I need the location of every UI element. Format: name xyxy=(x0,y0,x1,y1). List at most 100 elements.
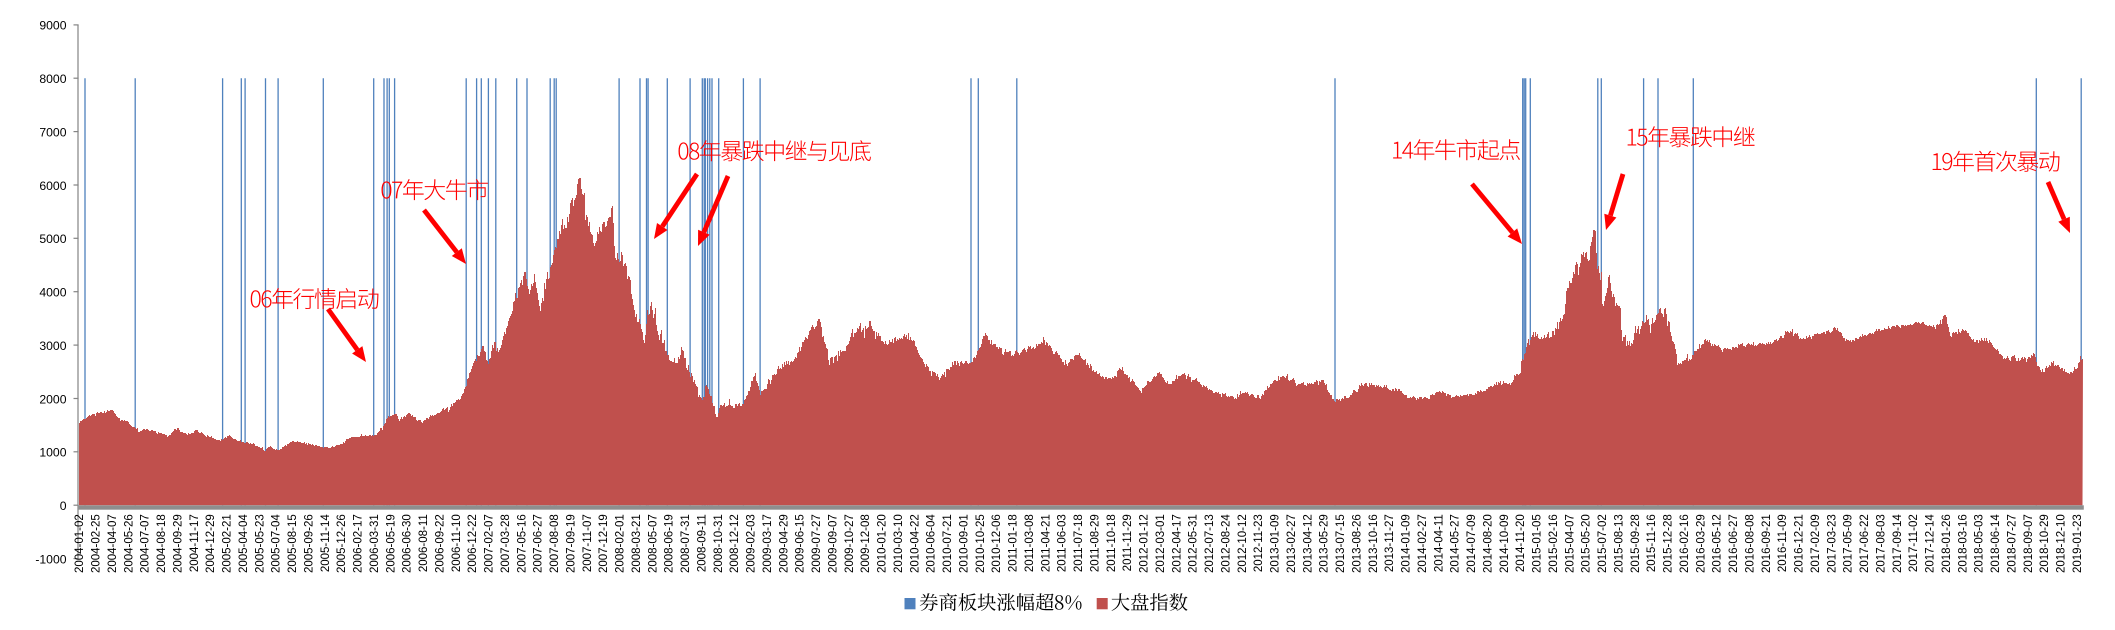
svg-text:2016-02-16: 2016-02-16 xyxy=(1679,514,1691,573)
svg-text:2015-12-28: 2015-12-28 xyxy=(1663,514,1675,573)
svg-text:2011-08-29: 2011-08-29 xyxy=(1089,514,1101,572)
svg-text:2008-07-31: 2008-07-31 xyxy=(680,514,692,573)
svg-text:2015-05-20: 2015-05-20 xyxy=(1581,514,1593,573)
svg-text:2014-02-27: 2014-02-27 xyxy=(1417,514,1429,573)
svg-text:2004-01-02: 2004-01-02 xyxy=(74,514,86,573)
svg-text:2017-06-22: 2017-06-22 xyxy=(1859,514,1871,573)
svg-text:0: 0 xyxy=(60,499,67,513)
svg-text:2013-11-27: 2013-11-27 xyxy=(1384,514,1396,572)
svg-text:2014-07-09: 2014-07-09 xyxy=(1466,514,1478,573)
svg-text:2018-06-14: 2018-06-14 xyxy=(1990,514,2002,573)
svg-text:2011-06-03: 2011-06-03 xyxy=(1057,514,1069,572)
svg-text:2005-02-21: 2005-02-21 xyxy=(222,514,234,573)
svg-text:6000: 6000 xyxy=(39,179,66,193)
svg-text:2010-10-25: 2010-10-25 xyxy=(975,514,987,573)
svg-text:2010-12-06: 2010-12-06 xyxy=(991,514,1003,573)
svg-text:2012-10-12: 2012-10-12 xyxy=(1237,514,1249,573)
svg-text:2004-11-17: 2004-11-17 xyxy=(189,514,201,572)
svg-text:2017-05-09: 2017-05-09 xyxy=(1843,514,1855,573)
svg-text:2006-05-19: 2006-05-19 xyxy=(385,514,397,573)
svg-text:2008-03-21: 2008-03-21 xyxy=(631,514,643,573)
svg-text:2009-06-15: 2009-06-15 xyxy=(795,514,807,573)
svg-text:2016-12-21: 2016-12-21 xyxy=(1794,514,1806,573)
svg-text:2004-04-07: 2004-04-07 xyxy=(107,514,119,573)
svg-text:2007-08-08: 2007-08-08 xyxy=(549,514,561,573)
svg-text:2006-08-11: 2006-08-11 xyxy=(418,514,430,572)
svg-text:2015-07-02: 2015-07-02 xyxy=(1597,514,1609,573)
svg-text:2015-08-13: 2015-08-13 xyxy=(1613,514,1625,573)
svg-text:2010-07-21: 2010-07-21 xyxy=(942,514,954,573)
svg-text:2011-07-18: 2011-07-18 xyxy=(1073,514,1085,572)
svg-text:4000: 4000 xyxy=(39,286,66,300)
svg-text:2011-01-18: 2011-01-18 xyxy=(1008,514,1020,572)
svg-text:2013-08-26: 2013-08-26 xyxy=(1351,514,1363,573)
svg-text:2007-06-27: 2007-06-27 xyxy=(533,514,545,573)
svg-text:2016-09-21: 2016-09-21 xyxy=(1761,514,1773,573)
svg-text:3000: 3000 xyxy=(39,339,66,353)
svg-text:2007-11-07: 2007-11-07 xyxy=(582,514,594,572)
svg-text:2015-11-16: 2015-11-16 xyxy=(1646,514,1658,572)
svg-text:2018-03-16: 2018-03-16 xyxy=(1957,514,1969,573)
svg-text:2014-05-27: 2014-05-27 xyxy=(1450,514,1462,573)
svg-text:2012-11-23: 2012-11-23 xyxy=(1253,514,1265,572)
svg-text:2009-10-27: 2009-10-27 xyxy=(844,514,856,573)
svg-text:2005-05-23: 2005-05-23 xyxy=(254,514,266,573)
svg-text:2012-05-31: 2012-05-31 xyxy=(1188,514,1200,573)
svg-text:2006-09-22: 2006-09-22 xyxy=(434,514,446,573)
svg-text:2008-12-12: 2008-12-12 xyxy=(729,514,741,573)
svg-text:2010-04-22: 2010-04-22 xyxy=(909,514,921,573)
svg-text:2008-05-07: 2008-05-07 xyxy=(647,514,659,573)
svg-text:2017-09-14: 2017-09-14 xyxy=(1892,514,1904,573)
svg-text:2012-08-24: 2012-08-24 xyxy=(1220,514,1232,573)
svg-text:2005-07-04: 2005-07-04 xyxy=(271,514,283,573)
svg-text:2008-02-01: 2008-02-01 xyxy=(615,514,627,573)
svg-text:-1000: -1000 xyxy=(35,552,66,566)
svg-text:2009-02-03: 2009-02-03 xyxy=(746,514,758,573)
svg-text:2010-09-01: 2010-09-01 xyxy=(958,514,970,573)
svg-text:2013-07-15: 2013-07-15 xyxy=(1335,514,1347,573)
svg-text:2005-09-26: 2005-09-26 xyxy=(303,514,315,573)
svg-text:2006-12-22: 2006-12-22 xyxy=(467,514,479,573)
svg-text:8000: 8000 xyxy=(39,72,66,86)
svg-text:2010-06-04: 2010-06-04 xyxy=(926,514,938,573)
svg-text:2014-01-09: 2014-01-09 xyxy=(1401,514,1413,573)
svg-text:2011-10-18: 2011-10-18 xyxy=(1106,514,1118,572)
svg-text:2009-09-07: 2009-09-07 xyxy=(827,514,839,573)
svg-text:2015-04-07: 2015-04-07 xyxy=(1564,514,1576,573)
svg-text:2015-09-28: 2015-09-28 xyxy=(1630,514,1642,573)
svg-text:7000: 7000 xyxy=(39,125,66,139)
svg-text:2018-01-26: 2018-01-26 xyxy=(1941,514,1953,573)
svg-text:2006-06-30: 2006-06-30 xyxy=(402,514,414,573)
svg-text:2015-01-05: 2015-01-05 xyxy=(1532,514,1544,573)
svg-text:2011-11-29: 2011-11-29 xyxy=(1122,514,1134,571)
svg-text:2006-11-10: 2006-11-10 xyxy=(451,514,463,572)
svg-text:2008-09-11: 2008-09-11 xyxy=(696,514,708,572)
svg-text:2012-04-17: 2012-04-17 xyxy=(1171,514,1183,573)
svg-text:2016-11-09: 2016-11-09 xyxy=(1777,514,1789,572)
svg-text:2017-02-09: 2017-02-09 xyxy=(1810,514,1822,573)
svg-text:2018-05-03: 2018-05-03 xyxy=(1974,514,1986,573)
svg-text:2010-03-10: 2010-03-10 xyxy=(893,514,905,573)
svg-text:2004-05-26: 2004-05-26 xyxy=(123,514,135,573)
svg-text:2005-11-14: 2005-11-14 xyxy=(320,514,332,573)
svg-text:2009-12-08: 2009-12-08 xyxy=(860,514,872,573)
svg-text:2009-03-17: 2009-03-17 xyxy=(762,514,774,573)
svg-text:2007-12-19: 2007-12-19 xyxy=(598,514,610,573)
svg-text:2011-04-21: 2011-04-21 xyxy=(1040,514,1052,572)
svg-text:2007-03-28: 2007-03-28 xyxy=(500,514,512,573)
svg-text:2005-08-15: 2005-08-15 xyxy=(287,514,299,573)
svg-text:2016-05-12: 2016-05-12 xyxy=(1712,514,1724,573)
svg-text:2012-07-13: 2012-07-13 xyxy=(1204,514,1216,573)
svg-text:2012-01-12: 2012-01-12 xyxy=(1139,514,1151,573)
svg-text:2017-03-23: 2017-03-23 xyxy=(1826,514,1838,573)
svg-text:9000: 9000 xyxy=(39,19,66,33)
svg-text:2013-05-29: 2013-05-29 xyxy=(1319,514,1331,573)
svg-text:2005-12-26: 2005-12-26 xyxy=(336,514,348,573)
svg-text:2014-11-20: 2014-11-20 xyxy=(1515,514,1527,572)
svg-text:2010-01-20: 2010-01-20 xyxy=(877,514,889,573)
svg-text:1000: 1000 xyxy=(39,446,66,460)
svg-text:2018-07-27: 2018-07-27 xyxy=(2006,514,2018,573)
svg-text:2018-10-29: 2018-10-29 xyxy=(2039,514,2051,573)
svg-text:2007-05-16: 2007-05-16 xyxy=(516,514,528,573)
svg-text:5000: 5000 xyxy=(39,232,66,246)
